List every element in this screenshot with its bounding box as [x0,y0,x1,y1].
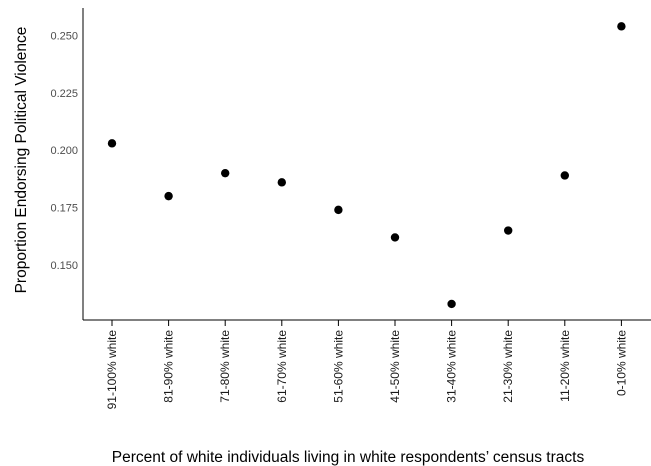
data-points [108,22,626,308]
data-point [278,178,286,186]
x-tick-label: 0-10% white [614,330,628,396]
y-tick-label: 0.225 [50,88,78,100]
y-axis-title: Proportion Endorsing Political Violence [13,27,30,294]
x-tick-label: 91-100% white [105,330,119,410]
data-point [108,139,116,147]
x-tick-label: 41-50% white [388,330,402,403]
y-tick-label: 0.200 [50,145,78,157]
y-tick-label: 0.175 [50,203,78,215]
data-point [221,169,229,177]
x-tick-label: 11-20% white [558,330,572,402]
y-axis: 0.150 0.175 0.200 0.225 0.250 [50,8,83,320]
data-point [334,206,342,214]
x-axis: 91-100% white 81-90% white 71-80% white 61-… [83,320,651,409]
data-point [164,192,172,200]
data-point [617,22,625,30]
data-point [391,233,399,241]
data-point [447,300,455,308]
data-point [561,171,569,179]
x-tick-label: 51-60% white [331,330,345,403]
x-axis-title: Percent of white individuals living in w… [112,449,585,466]
x-tick-label: 31-40% white [445,330,459,403]
x-tick-label: 61-70% white [275,330,289,403]
data-point [504,226,512,234]
x-tick-label: 81-90% white [162,330,176,403]
y-tick-label: 0.150 [50,260,78,272]
x-tick-label: 71-80% white [218,330,232,403]
y-tick-label: 0.250 [50,31,78,43]
x-tick-label: 21-30% white [501,330,515,403]
